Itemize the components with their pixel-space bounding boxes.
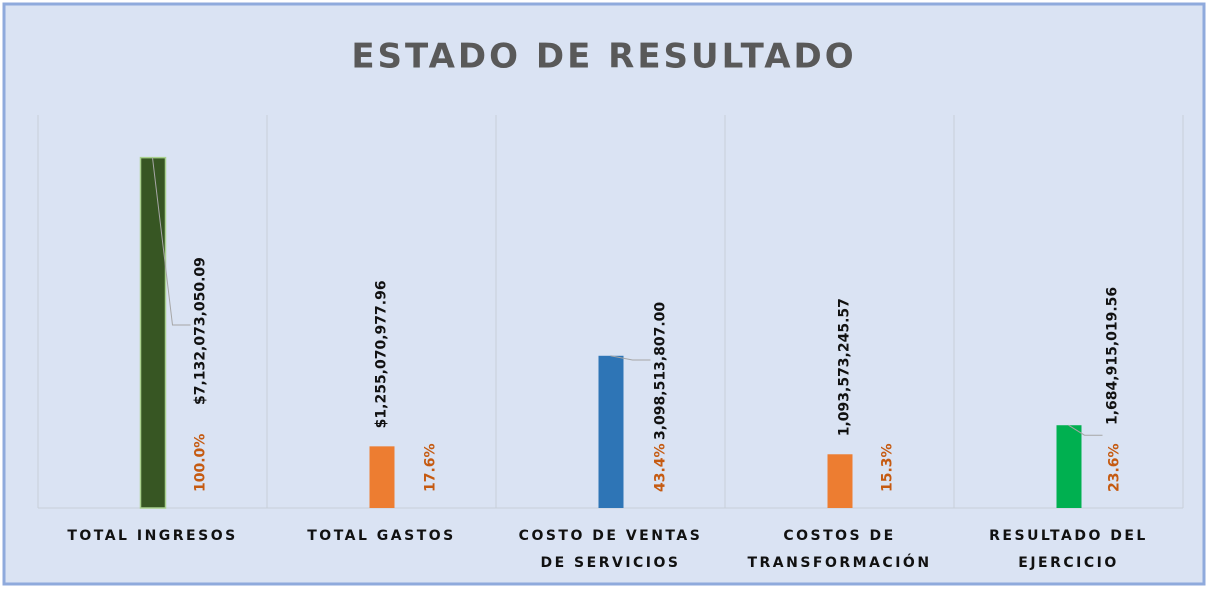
percent-label: 100.0% [193, 434, 209, 492]
bar [369, 446, 395, 508]
value-label: 1,684,915,019.56 [1105, 287, 1121, 425]
value-label: $7,132,073,050.09 [193, 257, 209, 405]
x-tick-label: TOTAL GASTOS [307, 528, 456, 544]
percent-label: 17.6% [423, 443, 439, 492]
bar [827, 454, 853, 508]
percent-label: 23.6% [1107, 443, 1123, 492]
x-tick-label: TRANSFORMACIÓN [747, 553, 931, 571]
x-tick-label: COSTOS DE [783, 528, 895, 544]
x-tick-label: RESULTADO DEL [989, 528, 1148, 544]
value-label: 1,093,573,245.57 [837, 298, 853, 436]
leader-line [152, 157, 191, 326]
x-tick-label: TOTAL INGRESOS [67, 528, 237, 544]
bar [598, 355, 624, 508]
x-tick-label: COSTO DE VENTAS [519, 528, 703, 544]
x-tick-label: DE SERVICIOS [541, 555, 681, 571]
percent-label: 43.4% [653, 443, 669, 492]
leader-line [1068, 424, 1103, 436]
x-tick-label: EJERCICIO [1018, 555, 1118, 571]
bar [139, 156, 167, 509]
value-label: 3,098,513,807.00 [653, 302, 669, 440]
leader-line [610, 355, 651, 361]
percent-label: 15.3% [880, 443, 896, 492]
bar [1056, 425, 1082, 508]
value-label: $1,255,070,977.96 [374, 280, 390, 428]
chart-title: ESTADO DE RESULTADO [351, 37, 856, 77]
